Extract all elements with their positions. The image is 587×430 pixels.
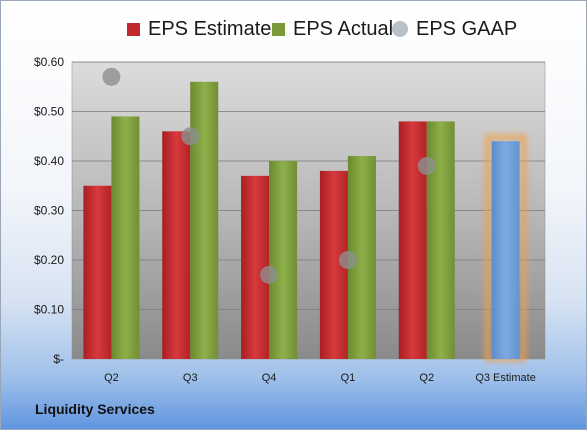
- y-tick-label: $0.10: [34, 303, 64, 317]
- bar-eps-estimate: [162, 131, 191, 359]
- legend-marker-eps-gaap: [392, 21, 408, 37]
- y-tick-label: $-: [53, 352, 64, 366]
- bar-q3-estimate: [491, 141, 520, 359]
- point-eps-gaap: [417, 156, 436, 175]
- x-tick-label: Q3 Estimate: [475, 372, 536, 384]
- y-tick-label: $0.50: [34, 105, 64, 119]
- bar-eps-estimate: [398, 121, 427, 360]
- gaap-points: [102, 67, 436, 284]
- point-eps-gaap: [181, 127, 200, 146]
- x-tick-label: Q3: [183, 372, 198, 384]
- legend-swatch-eps-estimate: [127, 22, 140, 36]
- bar-eps-actual: [111, 116, 140, 359]
- y-axis-ticks: $- $0.10 $0.20 $0.30 $0.40 $0.50 $0.60: [34, 55, 64, 366]
- point-eps-gaap: [260, 265, 279, 284]
- x-tick-label: Q4: [262, 372, 277, 384]
- x-axis-ticks: Q2 Q3 Q4 Q1 Q2 Q3 Estimate: [104, 372, 536, 384]
- x-tick-label: Q2: [419, 372, 434, 384]
- legend-item-eps-actual: EPS Actual: [272, 14, 393, 44]
- bars: [83, 81, 527, 362]
- legend: EPS Estimate EPS Actual EPS GAAP: [0, 14, 587, 44]
- y-tick-label: $0.60: [34, 55, 64, 69]
- legend-item-eps-estimate: EPS Estimate: [127, 14, 271, 44]
- bar-eps-actual: [269, 161, 298, 359]
- point-eps-gaap: [338, 251, 357, 269]
- y-tick-label: $0.20: [34, 253, 64, 267]
- legend-label-eps-actual: EPS Actual: [293, 17, 394, 40]
- point-eps-gaap: [102, 67, 121, 86]
- x-tick-label: Q1: [341, 372, 356, 384]
- bar-eps-actual: [426, 121, 455, 360]
- legend-swatch-eps-actual: [272, 22, 285, 36]
- bar-eps-estimate: [83, 185, 112, 359]
- legend-label-eps-estimate: EPS Estimate: [148, 17, 272, 40]
- bar-eps-actual: [190, 81, 219, 360]
- y-tick-label: $0.40: [34, 154, 64, 168]
- x-tick-label: Q2: [104, 372, 119, 384]
- legend-label-eps-gaap: EPS GAAP: [416, 17, 518, 40]
- company-name: Liquidity Services: [35, 401, 155, 417]
- legend-item-eps-gaap: EPS GAAP: [392, 14, 517, 44]
- y-tick-label: $0.30: [34, 204, 64, 218]
- gridlines: [72, 61, 545, 310]
